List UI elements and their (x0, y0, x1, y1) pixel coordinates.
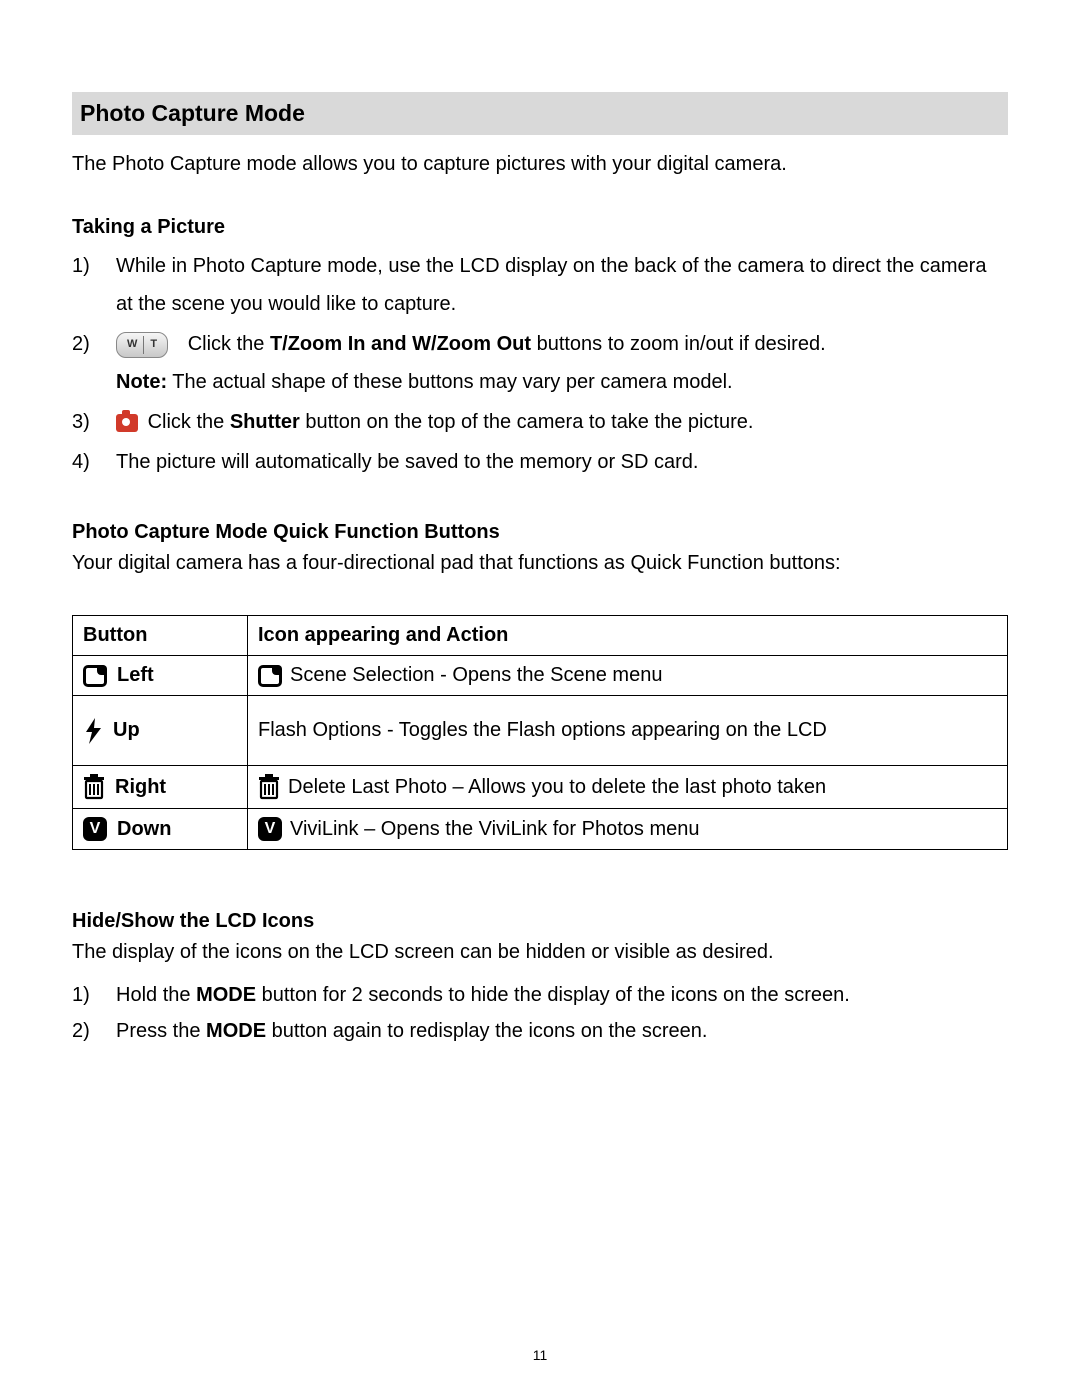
item-number: 2) (72, 325, 116, 363)
qf-heading: Photo Capture Mode Quick Function Button… (72, 521, 1008, 544)
flash-icon (83, 718, 103, 744)
taking-list: 1) While in Photo Capture mode, use the … (72, 247, 1008, 481)
hide-heading: Hide/Show the LCD Icons (72, 910, 1008, 933)
zoom-t-label: T (144, 334, 163, 355)
list-item: 4) The picture will automatically be sav… (72, 443, 1008, 481)
item-number: 1) (72, 247, 116, 285)
table-row: Right Delete Last Photo – Allows you to … (73, 766, 1008, 809)
camera-icon (116, 414, 138, 432)
item-body: W T Click the T/Zoom In and W/Zoom Out b… (116, 325, 1008, 401)
action-text: ViviLink – Opens the ViviLink for Photos… (290, 818, 700, 841)
header-button: Button (73, 616, 248, 656)
action-text: Delete Last Photo – Allows you to delete… (288, 776, 826, 799)
item-body: Press the MODE button again to redisplay… (116, 1014, 1008, 1048)
action-text: Scene Selection - Opens the Scene menu (290, 664, 662, 687)
item-number: 1) (72, 978, 116, 1012)
vivilink-icon: V (258, 817, 282, 841)
action-text: Flash Options - Toggles the Flash option… (258, 719, 827, 741)
hide-intro: The display of the icons on the LCD scre… (72, 941, 1008, 964)
list-item: 2) Press the MODE button again to redisp… (72, 1014, 1008, 1048)
trash-icon (258, 774, 280, 800)
item-number: 4) (72, 443, 116, 481)
item-number: 3) (72, 403, 116, 441)
header-action: Icon appearing and Action (248, 616, 1008, 656)
item-text: While in Photo Capture mode, use the LCD… (116, 247, 1008, 323)
scene-icon (83, 665, 107, 687)
table-row: Up Flash Options - Toggles the Flash opt… (73, 696, 1008, 766)
list-item: 1) While in Photo Capture mode, use the … (72, 247, 1008, 323)
trash-icon (83, 774, 105, 800)
list-item: 2) W T Click the T/Zoom In and W/Zoom Ou… (72, 325, 1008, 401)
section-title-bar: Photo Capture Mode (72, 92, 1008, 135)
direction-label: Down (117, 818, 171, 841)
note-text: The actual shape of these buttons may va… (167, 371, 733, 393)
vivilink-icon: V (83, 817, 107, 841)
zoom-w-label: W (121, 334, 143, 355)
page-number: 11 (0, 1347, 1080, 1363)
list-item: 3) Click the Shutter button on the top o… (72, 403, 1008, 441)
item-body: Click the Shutter button on the top of t… (116, 403, 1008, 441)
hide-list: 1) Hold the MODE button for 2 seconds to… (72, 978, 1008, 1048)
direction-label: Left (117, 664, 154, 687)
section-title: Photo Capture Mode (80, 100, 305, 126)
note-label: Note: (116, 371, 167, 393)
table-row: Left Scene Selection - Opens the Scene m… (73, 656, 1008, 696)
list-item: 1) Hold the MODE button for 2 seconds to… (72, 978, 1008, 1012)
scene-icon (258, 665, 282, 687)
intro-text: The Photo Capture mode allows you to cap… (72, 153, 1008, 176)
taking-heading: Taking a Picture (72, 216, 1008, 239)
item-number: 2) (72, 1014, 116, 1048)
table-header-row: Button Icon appearing and Action (73, 616, 1008, 656)
quick-function-table: Button Icon appearing and Action Left Sc… (72, 615, 1008, 850)
zoom-badge-icon: W T (116, 332, 168, 358)
item-text: The picture will automatically be saved … (116, 443, 1008, 481)
item-body: Hold the MODE button for 2 seconds to hi… (116, 978, 1008, 1012)
table-row: V Down V ViviLink – Opens the ViviLink f… (73, 809, 1008, 850)
item-text: Click the T/Zoom In and W/Zoom Out butto… (188, 333, 826, 355)
direction-label: Up (113, 719, 140, 742)
qf-intro: Your digital camera has a four-direction… (72, 552, 1008, 575)
direction-label: Right (115, 776, 166, 799)
